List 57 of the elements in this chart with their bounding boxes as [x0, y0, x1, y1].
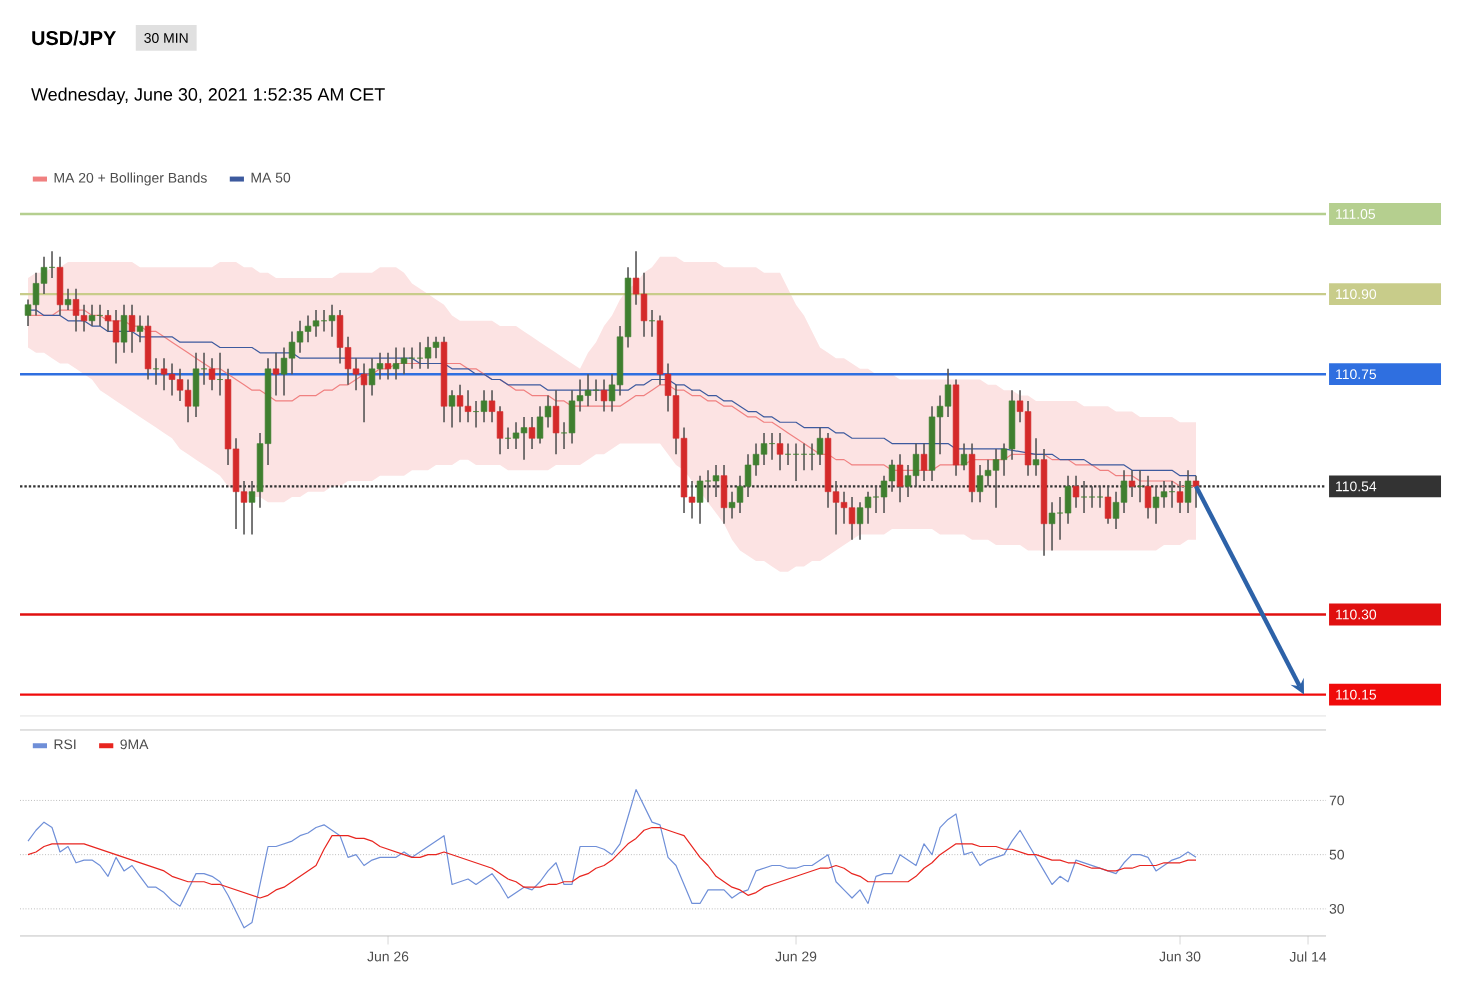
- candlestick: [960, 442, 968, 472]
- candlestick: [480, 389, 488, 424]
- candlestick: [112, 309, 120, 365]
- candlestick: [1072, 474, 1080, 509]
- candlestick: [360, 362, 368, 424]
- candlestick: [720, 464, 728, 525]
- candlestick: [464, 389, 472, 424]
- candlestick: [776, 432, 784, 472]
- candlestick: [160, 357, 168, 392]
- candlestick: [696, 474, 704, 525]
- candlestick: [872, 485, 880, 514]
- candlestick: [1096, 485, 1104, 509]
- candlestick: [448, 389, 456, 429]
- candlestick: [896, 453, 904, 504]
- candlestick: [384, 352, 392, 381]
- chart-subtitle: Wednesday, June 30, 2021 1:52:35 AM CET: [31, 87, 385, 105]
- candlestick: [424, 336, 432, 370]
- candlestick: [192, 352, 200, 418]
- candlestick: [64, 287, 72, 311]
- candlestick: [976, 464, 984, 504]
- candlestick: [584, 373, 592, 408]
- candlestick: [1184, 469, 1192, 514]
- candlestick: [712, 464, 720, 498]
- candlestick: [1032, 437, 1040, 477]
- candlestick: [1088, 485, 1096, 509]
- candlestick: [1176, 480, 1184, 514]
- candlestick: [400, 346, 408, 375]
- candlestick: [848, 496, 856, 541]
- candlestick: [1152, 485, 1160, 525]
- candlestick: [456, 384, 464, 424]
- candlestick: [968, 442, 976, 504]
- candlestick: [56, 255, 64, 317]
- candlestick: [1048, 501, 1056, 552]
- candlestick: [520, 416, 528, 461]
- candlestick: [136, 314, 144, 343]
- candlestick: [168, 362, 176, 397]
- candlestick: [920, 442, 928, 482]
- candlestick: [144, 314, 152, 381]
- candlestick: [600, 378, 608, 413]
- candlestick: [72, 287, 80, 333]
- candlestick: [1192, 474, 1200, 509]
- chart-title: USD/JPY: [32, 30, 116, 46]
- candlestick: [272, 352, 280, 397]
- candlestick: [552, 389, 560, 456]
- candlestick: [328, 303, 336, 338]
- candlestick: [312, 309, 320, 338]
- candlestick: [392, 346, 400, 381]
- candlestick: [1144, 474, 1152, 520]
- candlestick: [128, 303, 136, 354]
- candlestick: [1080, 480, 1088, 514]
- candlestick: [816, 426, 824, 466]
- candlestick: [1128, 469, 1136, 498]
- candlestick: [992, 448, 1000, 509]
- candlestick: [88, 303, 96, 327]
- candlestick: [704, 469, 712, 504]
- candlestick: [208, 357, 216, 392]
- candlestick: [1104, 485, 1112, 525]
